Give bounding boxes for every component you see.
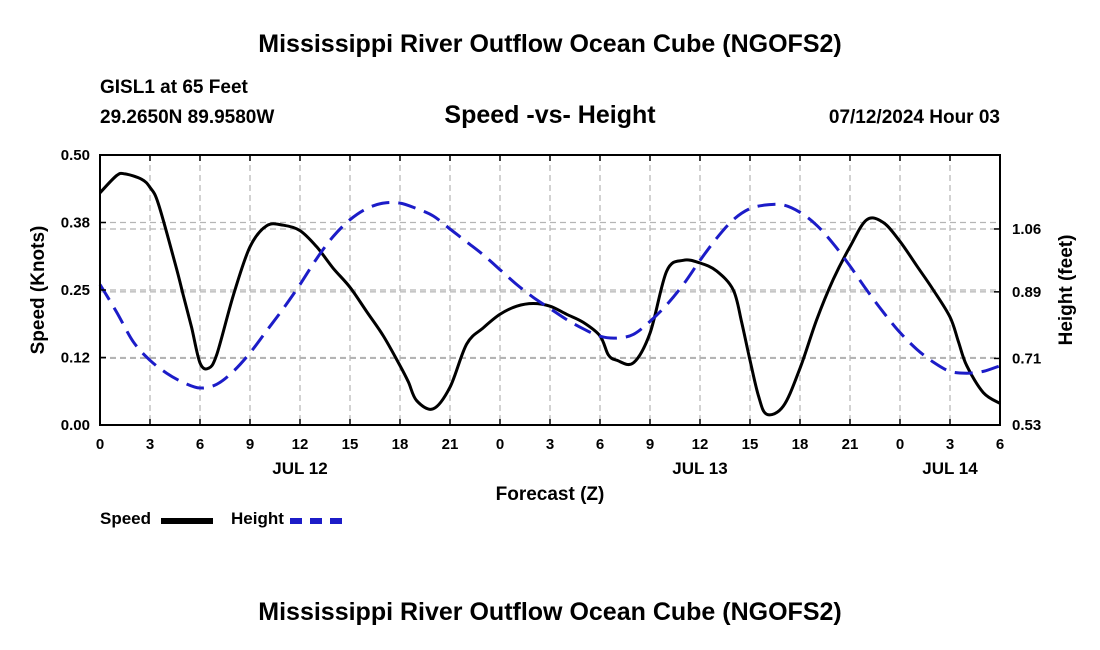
date-label: JUL 12: [272, 459, 327, 478]
chart-subtitle: Speed -vs- Height: [444, 101, 656, 129]
y2-axis-title: Height (feet): [1056, 235, 1077, 346]
y-tick-label: 0.50: [61, 147, 90, 164]
main-title: Mississippi River Outflow Ocean Cube (NG…: [258, 30, 842, 58]
legend-height-line: [290, 518, 342, 524]
x-tick-label: 21: [842, 436, 859, 453]
x-tick-label: 15: [742, 436, 759, 453]
x-tick-label: 3: [146, 436, 154, 453]
x-tick-label: 9: [246, 436, 254, 453]
y-tick-label: 0.38: [61, 215, 90, 232]
y-tick-label: 0.12: [61, 350, 90, 367]
x-tick-label: 6: [196, 436, 204, 453]
station-coordinates: 29.2650N 89.9580W: [100, 107, 275, 128]
series-layer: [98, 171, 1001, 417]
footer-title: Mississippi River Outflow Ocean Cube (NG…: [258, 598, 842, 626]
x-tick-label: 0: [896, 436, 904, 453]
x-tick-label: 3: [946, 436, 954, 453]
x-tick-label: 18: [392, 436, 409, 453]
x-tick-label: 3: [546, 436, 554, 453]
y2-tick-label: 0.89: [1012, 284, 1041, 301]
legend-speed-line: [161, 518, 213, 524]
station-name: GISL1 at 65 Feet: [100, 77, 248, 98]
forecast-datestamp: 07/12/2024 Hour 03: [828, 107, 1000, 128]
x-tick-label: 6: [996, 436, 1004, 453]
x-tick-label: 9: [646, 436, 654, 453]
date-label: JUL 14: [922, 459, 978, 478]
y-tick-label: 0.25: [61, 282, 90, 299]
legend-height-label: Height: [231, 509, 284, 528]
series-line-height: [98, 200, 1001, 390]
x-tick-label: 18: [792, 436, 809, 453]
x-tick-label: 15: [342, 436, 359, 453]
x-tick-label: 0: [96, 436, 104, 453]
y-axis-title: Speed (Knots): [28, 226, 49, 355]
axis-layer: 0 3 6 9 12 15 18 21 0 3 6 9 12 15 18 21 0 3 6 0.00 0.12 0.25 0…: [28, 147, 1077, 505]
x-tick-label: 21: [442, 436, 459, 453]
date-label: JUL 13: [672, 459, 727, 478]
y2-tick-label: 1.06: [1012, 221, 1041, 238]
x-tick-label: 12: [692, 436, 709, 453]
y-tick-label: 0.00: [61, 417, 90, 434]
y2-tick-label: 0.53: [1012, 417, 1041, 434]
legend-speed-label: Speed: [100, 509, 152, 528]
x-tick-label: 0: [496, 436, 504, 453]
x-tick-label: 12: [292, 436, 309, 453]
y2-tick-label: 0.71: [1012, 350, 1041, 367]
x-axis-title: Forecast (Z): [496, 484, 605, 505]
x-tick-label: 6: [596, 436, 604, 453]
